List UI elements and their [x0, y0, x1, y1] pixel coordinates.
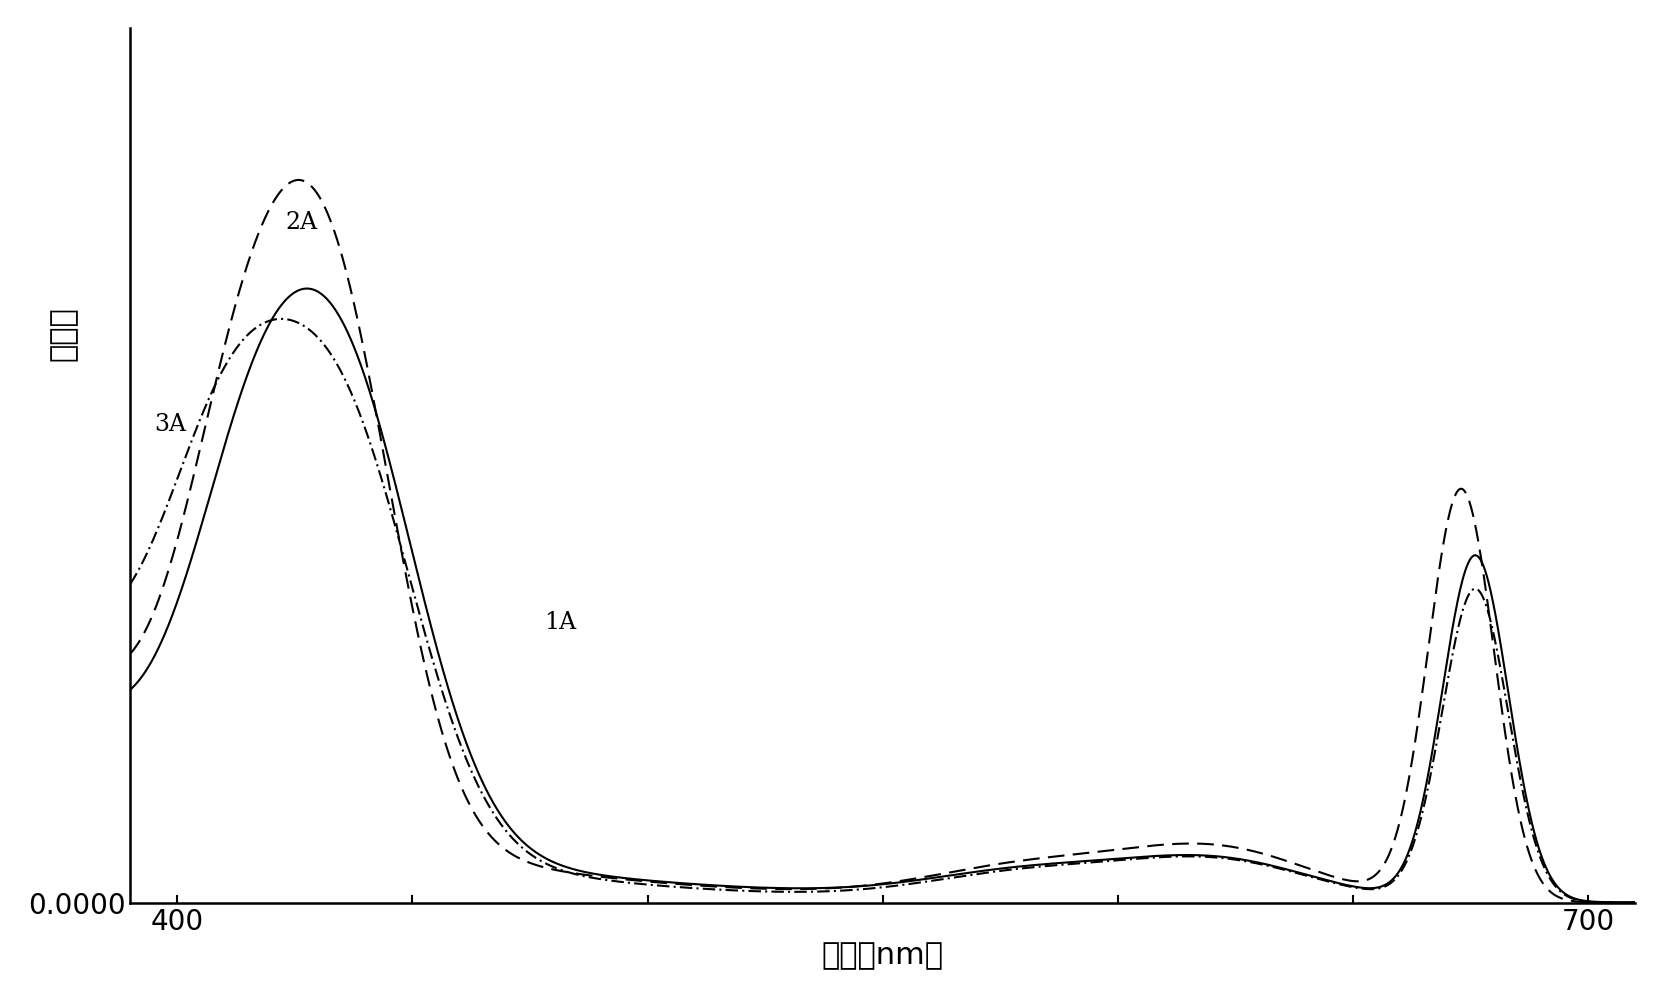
X-axis label: 波长（nm）: 波长（nm） [822, 941, 943, 970]
Text: 3A: 3A [153, 413, 186, 436]
Text: 1A: 1A [544, 611, 577, 634]
Y-axis label: 吸光度: 吸光度 [48, 306, 78, 361]
Text: 2A: 2A [286, 212, 318, 235]
